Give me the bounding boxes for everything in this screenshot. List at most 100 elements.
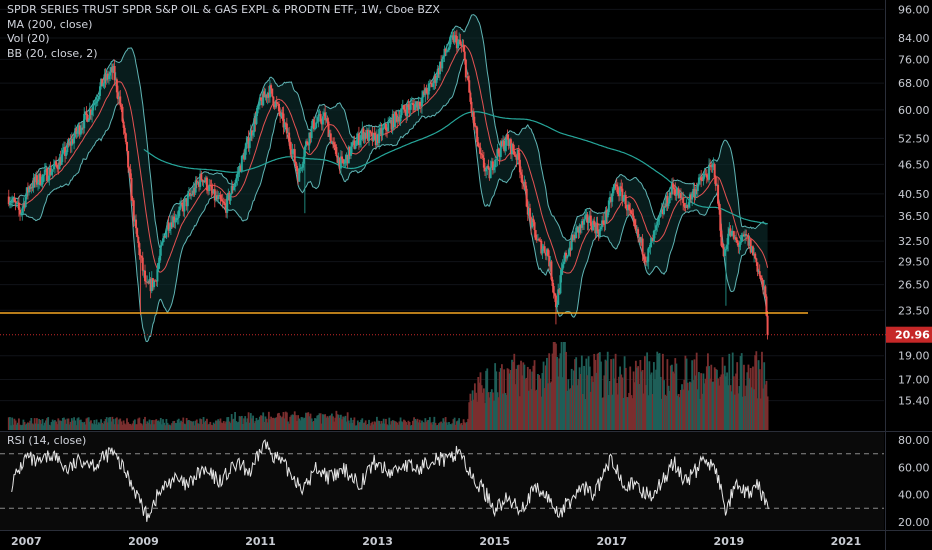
candle-body bbox=[230, 185, 233, 195]
candle-body bbox=[219, 195, 222, 200]
volume-bar bbox=[482, 388, 485, 430]
volume-bar bbox=[638, 384, 641, 430]
candle-body bbox=[162, 238, 165, 243]
volume-bar bbox=[103, 421, 106, 430]
candle-body bbox=[21, 208, 24, 214]
volume-indicator-label[interactable]: Vol (20) bbox=[7, 32, 50, 45]
candle-body bbox=[292, 149, 295, 151]
ma-200-line bbox=[143, 111, 768, 225]
volume-bar bbox=[504, 393, 507, 430]
volume-bar bbox=[394, 421, 396, 430]
volume-bar bbox=[487, 392, 490, 430]
candle-body bbox=[626, 204, 629, 211]
volume-bar bbox=[423, 422, 426, 430]
volume-bar bbox=[722, 374, 725, 430]
volume-bar bbox=[605, 360, 608, 430]
volume-bar bbox=[77, 417, 80, 430]
candle-body bbox=[490, 161, 493, 168]
candle-body bbox=[505, 134, 508, 146]
volume-bar bbox=[424, 418, 427, 430]
candle-body bbox=[239, 165, 242, 172]
candle-body bbox=[454, 35, 457, 37]
volume-bar bbox=[557, 376, 560, 430]
volume-bar bbox=[406, 424, 409, 430]
volume-bar bbox=[18, 418, 20, 430]
candle-body bbox=[200, 173, 203, 180]
volume-bar bbox=[302, 418, 305, 430]
volume-bar bbox=[136, 424, 139, 430]
volume-bar bbox=[732, 376, 735, 430]
candlestick-series bbox=[7, 28, 769, 340]
candle-body bbox=[460, 44, 463, 46]
volume-bar bbox=[193, 425, 196, 430]
volume-bar bbox=[321, 414, 324, 430]
volume-bar bbox=[300, 417, 303, 430]
candle-body bbox=[135, 219, 137, 229]
bollinger-indicator-label[interactable]: BB (20, close, 2) bbox=[7, 46, 98, 60]
candle-body bbox=[504, 145, 507, 151]
candle-body bbox=[261, 99, 264, 106]
volume-bar bbox=[251, 418, 253, 430]
candle-body bbox=[666, 196, 669, 207]
candle-body bbox=[579, 225, 582, 228]
candle-body bbox=[554, 295, 557, 308]
volume-bar bbox=[337, 414, 340, 430]
candle-body bbox=[563, 252, 566, 262]
candle-body bbox=[64, 147, 67, 156]
candle-body bbox=[613, 184, 616, 189]
candle-body bbox=[113, 66, 116, 81]
ma-indicator-label[interactable]: MA (200, close) bbox=[7, 17, 93, 31]
candle-body bbox=[410, 103, 413, 104]
volume-bar bbox=[146, 421, 149, 430]
volume-bar bbox=[327, 417, 330, 430]
volume-bar bbox=[287, 421, 289, 430]
volume-bar bbox=[460, 422, 463, 430]
candle-body bbox=[295, 165, 298, 172]
candle-body bbox=[265, 94, 268, 98]
rsi-pane-bg bbox=[0, 432, 884, 530]
volume-bar bbox=[370, 423, 373, 430]
volume-bar bbox=[544, 365, 547, 430]
candle-body bbox=[157, 262, 160, 270]
candle-body bbox=[456, 41, 459, 49]
volume-bar bbox=[652, 362, 655, 430]
volume-bar bbox=[265, 418, 268, 430]
volume-bar bbox=[33, 418, 36, 430]
candle-body bbox=[414, 104, 417, 111]
volume-bar bbox=[609, 380, 611, 430]
volume-bar bbox=[647, 395, 650, 430]
candle-body bbox=[103, 74, 106, 84]
candle-body bbox=[567, 254, 570, 256]
volume-bar bbox=[215, 420, 217, 430]
volume-bar bbox=[45, 420, 47, 430]
price-tick-label: 96.00 bbox=[898, 3, 930, 16]
candle-body bbox=[334, 144, 337, 147]
volume-bar bbox=[403, 419, 405, 430]
volume-bar bbox=[731, 352, 734, 430]
volume-bar bbox=[410, 425, 413, 430]
volume-bar bbox=[48, 424, 51, 430]
volume-bar bbox=[30, 417, 33, 430]
candle-body bbox=[637, 229, 640, 238]
candle-body bbox=[467, 76, 470, 81]
time-tick-label: 2019 bbox=[714, 535, 745, 548]
candle-body bbox=[580, 221, 583, 228]
volume-bar bbox=[255, 417, 258, 430]
volume-bar bbox=[349, 423, 351, 430]
volume-bar bbox=[515, 368, 518, 430]
candle-body bbox=[263, 91, 266, 98]
candle-body bbox=[231, 185, 234, 191]
candle-body bbox=[684, 206, 687, 208]
symbol-title[interactable]: SPDR SERIES TRUST SPDR S&P OIL & GAS EXP… bbox=[7, 3, 440, 16]
volume-bar bbox=[637, 366, 640, 430]
volume-bar bbox=[683, 379, 686, 430]
volume-bar bbox=[450, 424, 453, 430]
candle-body bbox=[524, 181, 527, 189]
volume-bar bbox=[274, 417, 277, 430]
volume-bar bbox=[616, 394, 619, 430]
candle-body bbox=[32, 177, 35, 188]
rsi-indicator-label[interactable]: RSI (14, close) bbox=[7, 434, 87, 447]
candle-body bbox=[312, 119, 315, 130]
candle-body bbox=[372, 133, 375, 141]
